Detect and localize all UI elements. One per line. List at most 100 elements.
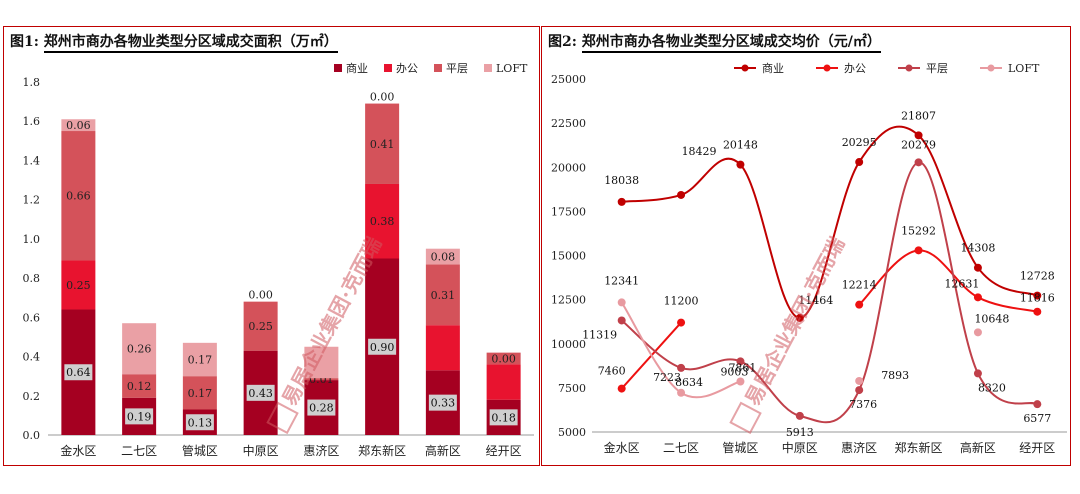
data-label: 20295 — [842, 136, 877, 149]
x-tick-label: 经开区 — [1019, 441, 1055, 455]
bar-segment — [182, 342, 217, 377]
y-tick-label: 0.8 — [23, 272, 41, 285]
data-label: 11464 — [798, 294, 833, 307]
data-label: 0.00 — [491, 353, 516, 366]
y-tick-label: 10000 — [551, 338, 586, 351]
legend-label: 平层 — [926, 62, 948, 75]
x-tick-label: 郑东新区 — [358, 443, 406, 458]
y-tick-label: 17500 — [551, 205, 586, 218]
data-point — [677, 363, 686, 372]
data-label: 21807 — [901, 109, 936, 122]
data-label: 0.00 — [370, 91, 395, 104]
data-label: 0.25 — [248, 320, 273, 333]
data-label: 0.17 — [188, 353, 213, 366]
data-point — [973, 328, 982, 337]
data-label: 0.13 — [188, 416, 213, 429]
area-chart-title: 图1: 郑州市商办各物业类型分区域成交面积（万㎡） — [10, 31, 338, 53]
data-label: 11319 — [582, 328, 617, 341]
x-tick-label: 中原区 — [243, 443, 279, 458]
y-tick-label: 20000 — [551, 161, 586, 174]
x-tick-label: 高新区 — [960, 440, 996, 455]
watermark-logo-icon — [729, 401, 762, 435]
legend-swatch — [334, 64, 342, 72]
legend-label: 办公 — [844, 62, 866, 75]
x-tick-label: 管城区 — [722, 440, 758, 455]
bar-segment — [486, 352, 521, 365]
data-point — [617, 384, 626, 393]
data-label: 7223 — [653, 371, 681, 384]
x-tick-label: 金水区 — [604, 440, 640, 455]
legend-label: 商业 — [762, 61, 784, 75]
watermark-text: 易居企业集团·克而瑞 — [740, 233, 849, 409]
data-point — [973, 263, 982, 272]
legend-swatch — [384, 64, 392, 72]
data-label: 18429 — [682, 145, 717, 158]
legend-label: 商业 — [346, 61, 368, 75]
y-tick-label: 15000 — [551, 250, 586, 263]
bar-segment — [122, 374, 157, 398]
bar-segment — [61, 119, 96, 132]
watermark: 易居企业集团·克而瑞 — [729, 233, 849, 435]
series-line — [621, 125, 1038, 319]
data-label-bg — [489, 409, 518, 426]
data-label: 0.38 — [370, 215, 395, 228]
data-label: 9003 — [720, 365, 748, 378]
data-label: 11200 — [664, 295, 699, 308]
data-label: 0.12 — [127, 380, 152, 393]
legend-marker — [905, 64, 913, 72]
area-chart-panel: 图1: 郑州市商办各物业类型分区域成交面积（万㎡） 0.0 0.2 0.4 0.6 0.… — [3, 26, 540, 466]
data-point — [973, 369, 982, 378]
data-label: 7376 — [849, 398, 877, 411]
legend-label: LOFT — [496, 62, 528, 75]
y-tick-label: 0.6 — [23, 311, 41, 324]
data-point — [677, 190, 686, 199]
data-label: 0.17 — [188, 387, 213, 400]
data-point — [855, 300, 864, 309]
bar-segment — [304, 346, 339, 379]
x-tick-label: 惠济区 — [303, 443, 339, 458]
data-label: 7460 — [598, 365, 626, 378]
data-label-bg — [64, 364, 93, 381]
data-label: 6577 — [1023, 412, 1051, 425]
data-label: 7893 — [881, 369, 909, 382]
x-tick-label: 中原区 — [782, 440, 818, 455]
data-label: 18038 — [604, 174, 639, 187]
data-label: 14308 — [960, 242, 995, 255]
data-label: 0.19 — [127, 410, 152, 423]
x-tick-label: 郑东新区 — [895, 440, 943, 455]
x-tick-label: 惠济区 — [841, 440, 877, 455]
data-point — [914, 158, 923, 167]
data-point — [736, 357, 745, 366]
data-label: 0.43 — [248, 387, 273, 400]
data-label: 8320 — [978, 381, 1006, 394]
data-label: 0.41 — [370, 138, 395, 151]
data-label: 20148 — [723, 139, 758, 152]
y-tick-label: 25000 — [551, 73, 586, 86]
y-tick-label: 1.0 — [23, 233, 41, 246]
bar-segment — [425, 264, 460, 326]
legend-swatch — [434, 64, 442, 72]
data-point — [914, 246, 923, 255]
x-tick-label: 管城区 — [182, 443, 218, 458]
data-label-bg — [125, 408, 154, 425]
data-label: 0.28 — [309, 402, 334, 415]
data-label-bg — [307, 399, 336, 416]
bar-segment — [61, 260, 96, 310]
data-label-bg — [368, 338, 397, 355]
data-label: 0.64 — [66, 366, 91, 379]
price-chart-title: 图2: 郑州市商办各物业类型分区域成交均价（元/㎡） — [548, 31, 881, 53]
bar-segment — [304, 378, 339, 381]
bar-segment — [243, 301, 278, 351]
y-tick-label: 0.2 — [23, 390, 41, 403]
data-label: 0.26 — [127, 343, 152, 356]
y-tick-label: 1.2 — [23, 194, 41, 207]
data-point — [795, 313, 804, 322]
y-tick-label: 1.4 — [23, 154, 41, 167]
data-label-bg — [428, 394, 457, 411]
x-tick-label: 金水区 — [60, 443, 96, 458]
data-label-bg — [246, 384, 275, 401]
data-label: 0.31 — [431, 289, 456, 302]
data-point — [795, 411, 804, 420]
y-tick-label: 7500 — [558, 382, 586, 395]
x-tick-label: 经开区 — [486, 444, 522, 458]
